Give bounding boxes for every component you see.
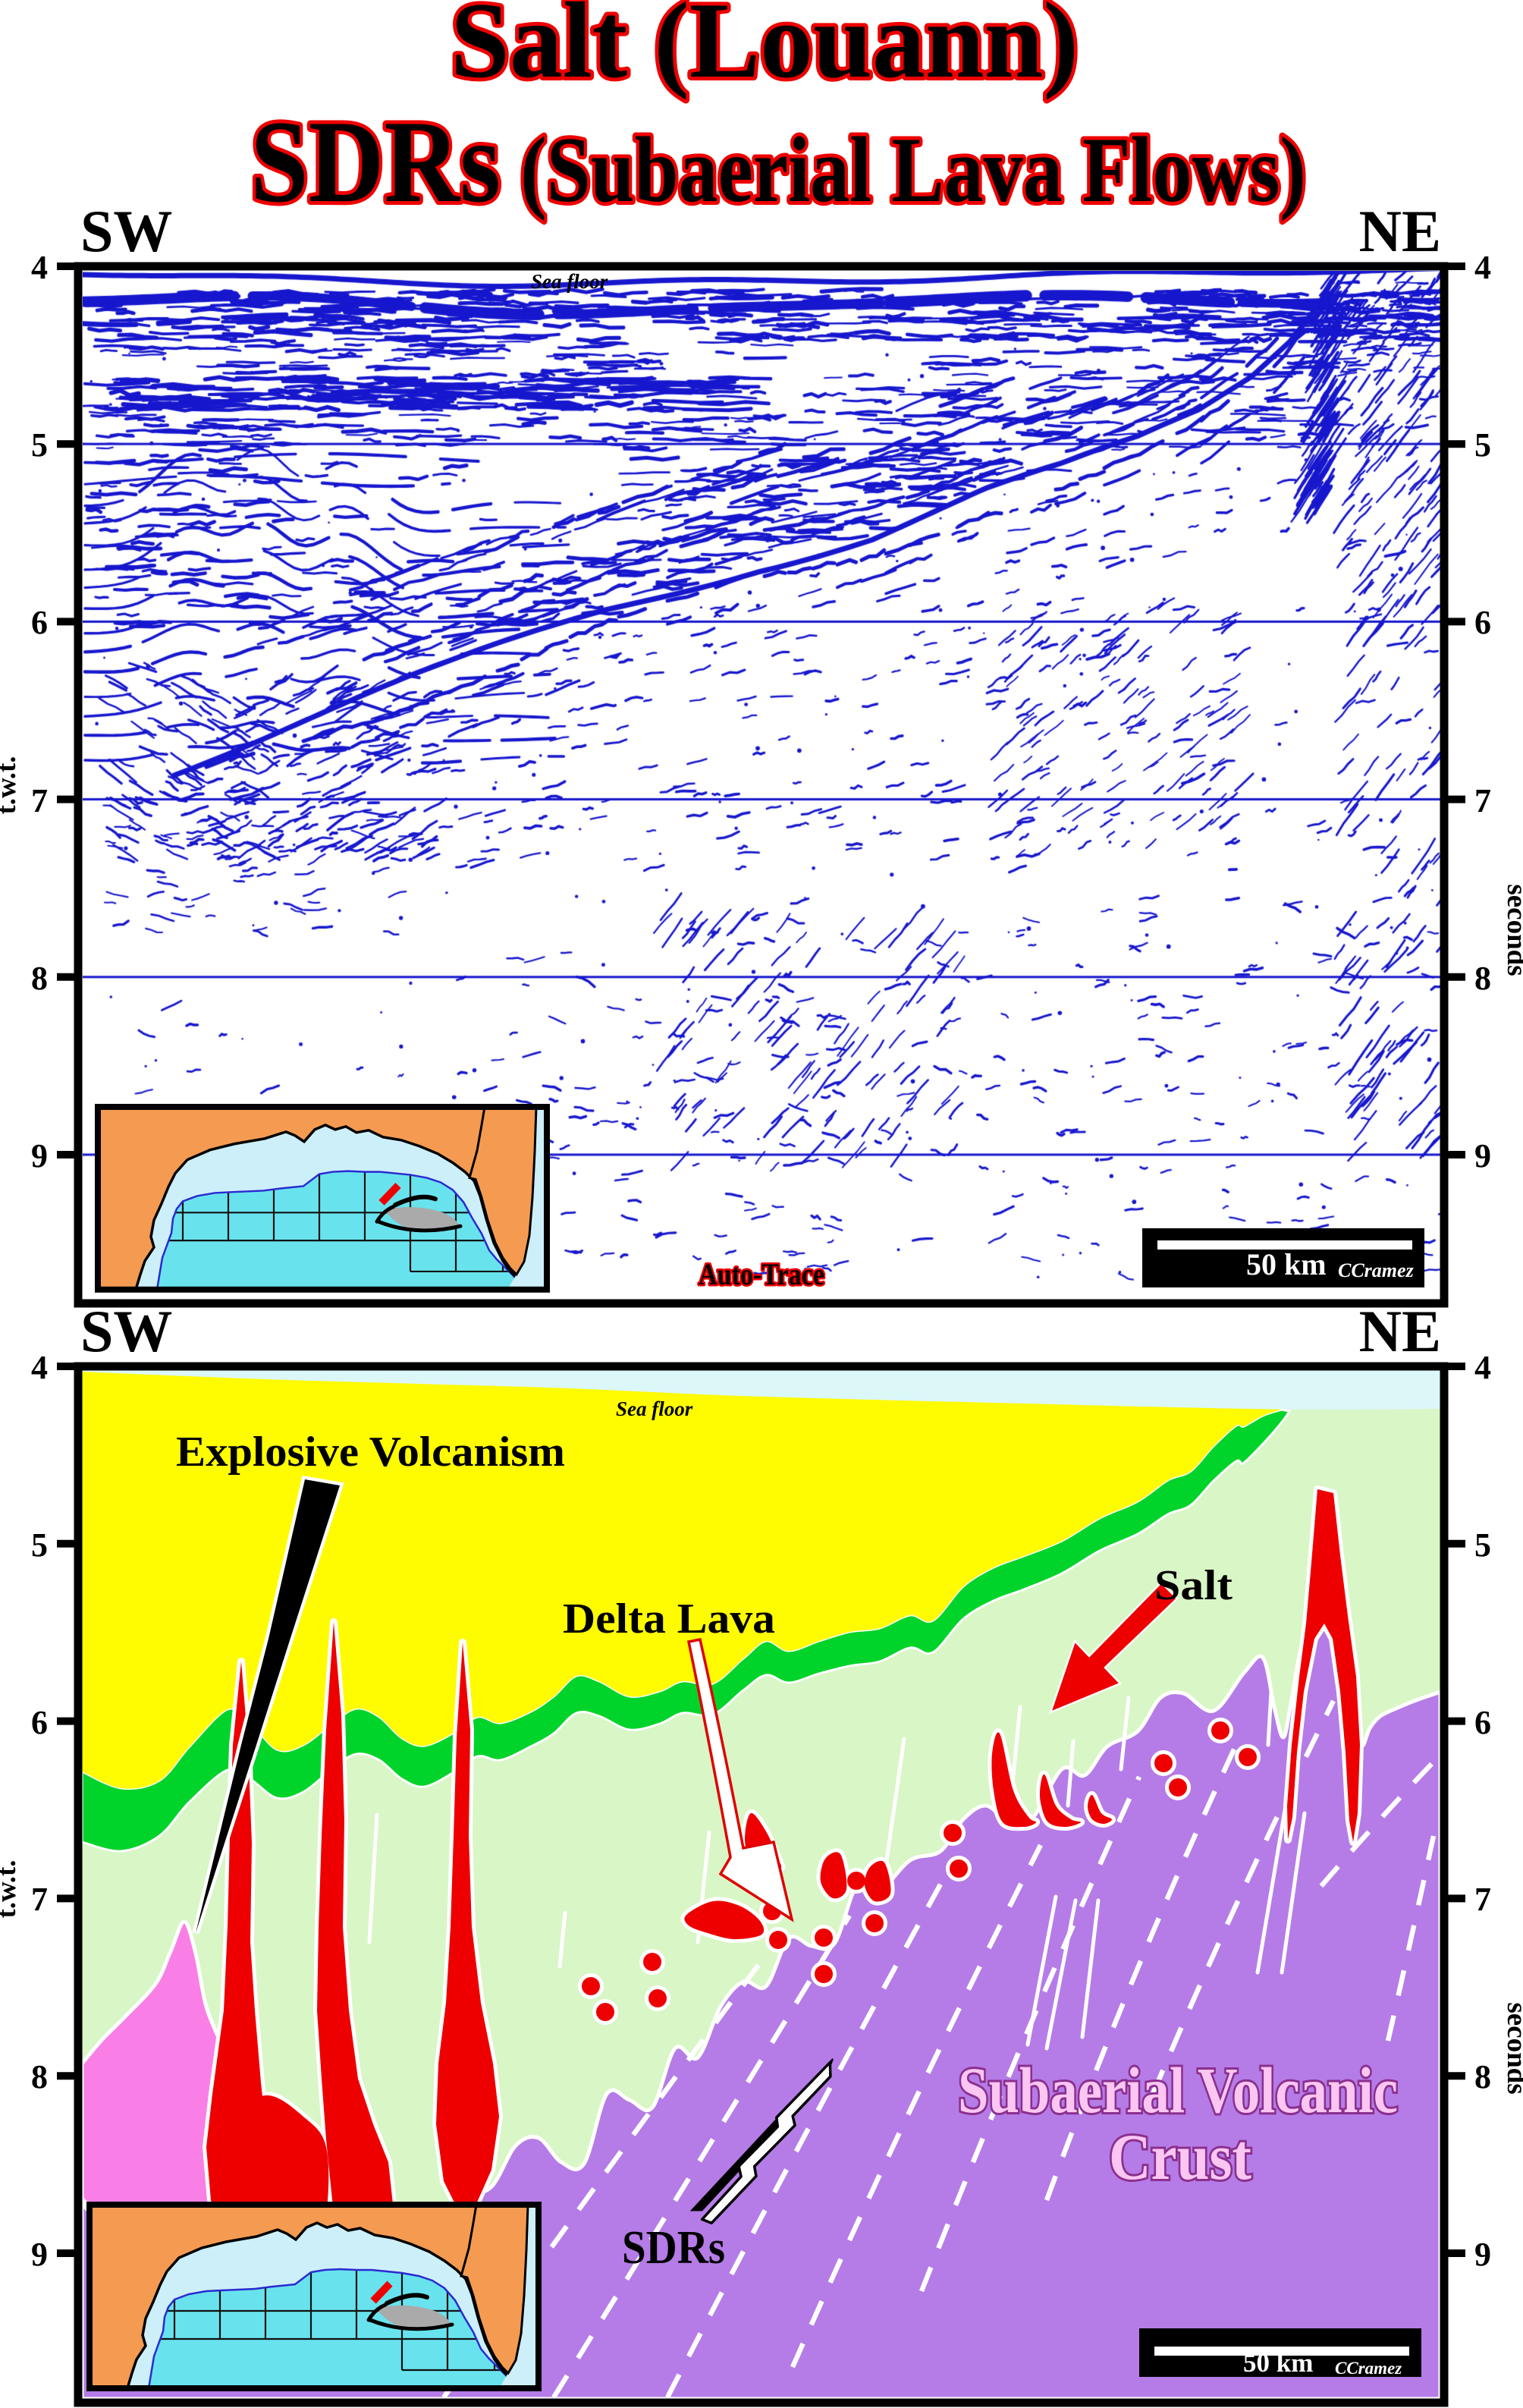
svg-text:NE: NE	[1359, 1298, 1441, 1364]
svg-text:6: 6	[31, 604, 48, 641]
svg-text:SW: SW	[80, 198, 172, 264]
svg-text:NE: NE	[1359, 198, 1441, 264]
svg-text:7: 7	[31, 782, 48, 819]
svg-text:4: 4	[31, 1349, 48, 1386]
svg-text:4: 4	[1474, 249, 1491, 286]
svg-text:Sea floor: Sea floor	[616, 1397, 693, 1420]
svg-text:6: 6	[1474, 1704, 1491, 1741]
svg-text:5: 5	[31, 1526, 48, 1564]
svg-text:9: 9	[1474, 1137, 1491, 1174]
svg-text:seconds: seconds	[1501, 2002, 1523, 2094]
svg-text:5: 5	[1474, 426, 1491, 464]
svg-text:8: 8	[31, 2058, 48, 2095]
svg-text:8: 8	[1474, 960, 1491, 997]
svg-text:Auto-Trace: Auto-Trace	[699, 1257, 824, 1291]
svg-text:9: 9	[31, 1137, 48, 1174]
svg-text:9: 9	[1474, 2236, 1491, 2273]
svg-text:Explosive Volcanism: Explosive Volcanism	[176, 1429, 565, 1476]
svg-text:6: 6	[1474, 604, 1491, 641]
svg-text:4: 4	[1474, 1349, 1491, 1386]
svg-text:Sea floor: Sea floor	[531, 270, 608, 293]
svg-text:9: 9	[31, 2236, 48, 2273]
svg-text:5: 5	[31, 426, 48, 464]
svg-text:SW: SW	[80, 1298, 172, 1364]
svg-text:Subaerial Volcanic: Subaerial Volcanic	[958, 2054, 1398, 2127]
svg-text:Salt: Salt	[1154, 1562, 1233, 1609]
svg-text:Delta Lava: Delta Lava	[563, 1595, 775, 1643]
svg-text:6: 6	[31, 1704, 48, 1741]
svg-text:7: 7	[1474, 782, 1491, 819]
svg-text:CCramez: CCramez	[1338, 1259, 1415, 1281]
svg-text:t.w.t.: t.w.t.	[0, 756, 22, 814]
svg-text:Salt (Louann): Salt (Louann)	[451, 0, 1079, 100]
svg-text:Crust: Crust	[1109, 2120, 1251, 2193]
svg-text:seconds: seconds	[1501, 884, 1523, 976]
svg-text:5: 5	[1474, 1526, 1491, 1564]
svg-text:50 km: 50 km	[1243, 2348, 1313, 2378]
svg-text:SDRs: SDRs	[622, 2222, 725, 2274]
svg-text:50 km: 50 km	[1246, 1247, 1327, 1281]
svg-text:8: 8	[31, 960, 48, 997]
svg-text:7: 7	[1474, 1881, 1491, 1918]
svg-text:CCramez: CCramez	[1335, 2359, 1402, 2378]
svg-text:8: 8	[1474, 2058, 1491, 2095]
svg-text:7: 7	[31, 1881, 48, 1918]
svg-text:t.w.t.: t.w.t.	[0, 1859, 22, 1918]
svg-text:4: 4	[31, 249, 48, 286]
svg-text:SDRs (Subaerial Lava Flows): SDRs (Subaerial Lava Flows)	[250, 96, 1306, 227]
